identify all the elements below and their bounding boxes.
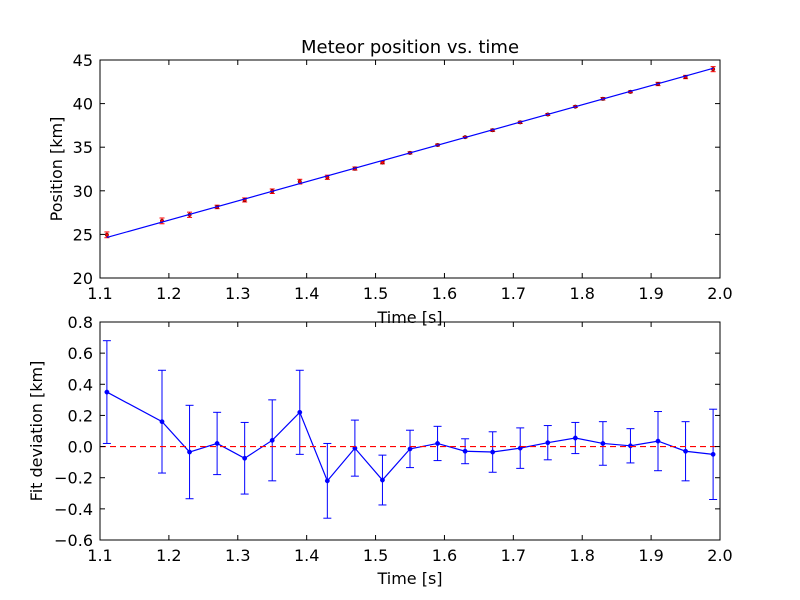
position-chart-xtick-label: 1.9 [638,284,663,303]
position-chart-xtick-label: 1.7 [501,284,526,303]
position-chart-fit-line [106,67,714,239]
deviation-chart-frame [99,321,721,541]
deviation-chart-data-point [159,419,165,425]
deviation-chart-data-point [407,446,413,452]
deviation-chart-xtick-label: 1.2 [156,546,181,565]
deviation-chart-ytick-label: −0.4 [54,500,93,519]
deviation-chart-data-point [628,443,633,449]
deviation-chart-xtick-label: 2.0 [707,546,732,565]
position-chart-ytick-label: 45 [73,51,93,70]
position-chart-xtick-label: 2.0 [707,284,732,303]
deviation-chart: 1.1 1.2 1.3 1.4 1.5 1.6 1.7 1.8 1.9 2.0 −0.6 −0.4 −0… [27,313,733,588]
position-chart-xtick-label: 1.6 [432,284,457,303]
position-chart-data-point [104,232,109,237]
position-chart-xtick-label: 1.1 [87,284,112,303]
position-chart-ylabel: Position [km] [47,117,66,222]
deviation-chart-ytick-label: −0.2 [54,469,93,488]
deviation-chart-ytick-label: 0.0 [68,438,93,457]
position-chart-xtick-label: 1.8 [569,284,594,303]
deviation-chart-xtick-label: 1.3 [225,546,250,565]
position-chart-xtick-label: 1.2 [156,284,181,303]
deviation-chart-ticks: 1.1 1.2 1.3 1.4 1.5 1.6 1.7 1.8 1.9 2.0 −0.6 −0.4 −0… [54,313,733,565]
position-chart-title: Meteor position vs. time [301,37,519,58]
deviation-chart-data-point [187,449,192,455]
deviation-chart-ytick-label: 0.4 [68,375,93,394]
deviation-chart-ylabel: Fit deviation [km] [27,361,46,502]
deviation-chart-data-point [269,437,275,443]
deviation-chart-ytick-label: 0.6 [68,344,93,363]
position-chart-ytick-label: 20 [73,269,93,288]
position-chart-marks [104,66,716,239]
deviation-chart-data-point [490,449,496,455]
position-chart-ytick-label: 25 [73,225,93,244]
deviation-chart-data-point [462,448,468,454]
deviation-chart-data-point [104,389,110,395]
deviation-chart-ytick-label: 0.2 [68,406,93,425]
deviation-chart-data-point [435,441,440,446]
deviation-chart-xtick-label: 1.6 [432,546,457,565]
deviation-chart-data-point [655,438,661,444]
deviation-chart-xtick-label: 1.1 [87,546,112,565]
deviation-chart-data-point [683,448,688,454]
position-chart-xtick-label: 1.3 [225,284,250,303]
deviation-chart-xtick-label: 1.5 [363,546,388,565]
deviation-chart-data-point [545,440,551,446]
deviation-chart-data-point [600,441,606,446]
deviation-chart-data-point [572,435,578,441]
position-chart-frame [99,59,721,279]
deviation-chart-xtick-label: 1.8 [569,546,594,565]
deviation-chart-marks [100,340,720,519]
deviation-chart-ytick-label: −0.6 [54,531,93,550]
position-chart-xtick-label: 1.5 [363,284,388,303]
deviation-chart-data-point [324,478,330,484]
position-chart-ytick-label: 40 [73,95,93,114]
position-chart-xlabel: Time [s] [376,308,442,327]
deviation-chart-ytick-label: 0.8 [68,313,93,332]
deviation-chart-data-point [242,455,248,461]
deviation-chart-xtick-label: 1.7 [501,546,526,565]
deviation-chart-data-point [380,477,385,483]
deviation-chart-xtick-label: 1.9 [638,546,663,565]
position-chart-ytick-label: 35 [73,138,93,157]
deviation-chart-xlabel: Time [s] [376,569,442,588]
position-chart-xtick-label: 1.4 [294,284,319,303]
deviation-chart-data-point [297,409,303,415]
position-chart-ytick-label: 30 [73,182,93,201]
deviation-chart-data-point [710,451,716,457]
position-chart-ticks: 1.1 1.2 1.3 1.4 1.5 1.6 1.7 1.8 1.9 2.0 20 25 30 35 40… [73,51,733,303]
deviation-chart-xtick-label: 1.4 [294,546,319,565]
deviation-chart-data-point [214,441,220,446]
